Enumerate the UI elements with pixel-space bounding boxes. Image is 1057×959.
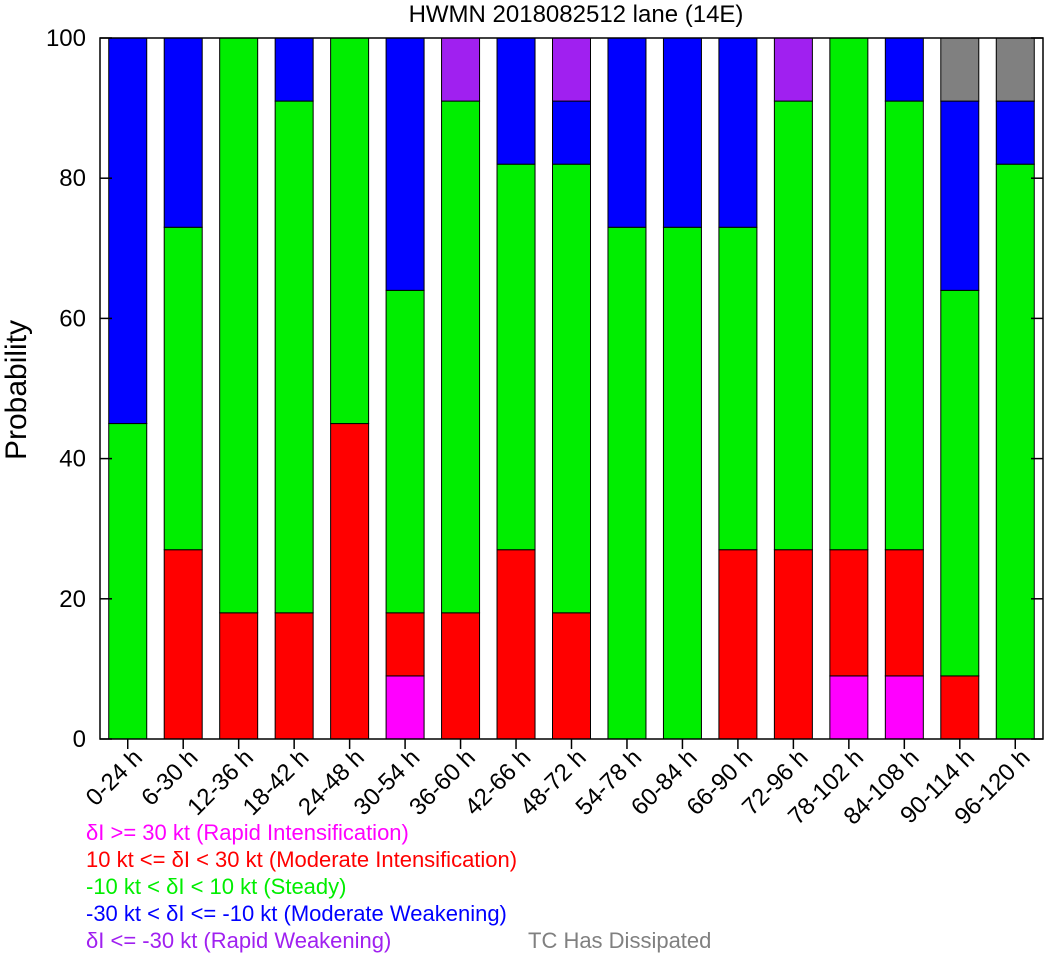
bar-segment-mw-14 [884,37,924,102]
bar-segment-mw-11 [718,37,758,228]
bar-segment-mi-14 [884,549,924,677]
bar-segment-mw-9 [607,37,647,228]
bar-segment-ri-14 [884,675,924,740]
bar-segment-mw-3 [274,37,314,102]
bar-segment-st-5 [385,289,425,614]
bar-segment-mw-7 [496,37,536,165]
bar-segment-st-1 [163,226,203,551]
bar-segment-mi-4 [330,423,370,740]
legend-ri-after: I >= 30 kt (Rapid Intensification) [98,820,409,845]
legend-st: -10 kt < δI < 10 kt (Steady) [86,874,346,900]
bar-segment-dis-15 [940,37,980,102]
bar-segment-rw-6 [441,37,481,102]
y-tick-label-80: 80 [59,165,86,192]
legend-mi-delta: δ [171,847,184,872]
x-tick-label-0: 0-24 h [81,744,148,811]
bar-segment-mi-12 [773,549,813,740]
legend-mw-before: -30 kt < [86,901,167,926]
bar-segment-st-0 [108,423,148,740]
bar-segment-st-14 [884,100,924,551]
legend-rw-after: I <= -30 kt (Rapid Weakening) [98,928,392,953]
bar-segment-mw-10 [662,37,702,228]
bar-segment-st-3 [274,100,314,614]
bar-segment-ri-13 [829,675,869,740]
y-axis-label: Probability [0,320,33,460]
bar-segment-st-15 [940,289,980,677]
legend-mi-before: 10 kt <= [86,847,172,872]
bar-segment-st-6 [441,100,481,614]
legend-ri-delta: δ [86,820,99,845]
y-tick-label-0: 0 [73,726,86,753]
bar-segment-mw-15 [940,100,980,291]
stacked-bar-chart: HWMN 2018082512 lane (14E) Probability 0… [0,1,1044,830]
bar-segment-mi-7 [496,549,536,740]
y-tick-label-40: 40 [59,446,86,473]
bar-segment-mi-15 [940,675,980,740]
legend-ri: δI >= 30 kt (Rapid Intensification) [86,820,409,846]
bar-segment-st-12 [773,100,813,551]
legend-st-delta: δ [166,874,179,899]
chart-title: HWMN 2018082512 lane (14E) [409,1,744,28]
y-ticks-group: 0 20 40 60 80 100 [46,25,1043,753]
y-tick-label-20: 20 [59,586,86,613]
legend-st-before: -10 kt < [86,874,167,899]
bar-segment-st-10 [662,226,702,740]
bar-segment-dis-16 [995,37,1035,102]
bar-segment-mw-1 [163,37,203,228]
bar-segment-mi-6 [441,612,481,740]
bar-segment-rw-12 [773,37,813,102]
bar-segment-st-2 [219,37,259,614]
bar-segment-st-11 [718,226,758,551]
bar-segment-mi-13 [829,549,869,677]
legend-mw: -30 kt < δI <= -10 kt (Moderate Weakenin… [86,901,507,927]
x-ticks-group: 0-24 h6-30 h12-36 h18-42 h24-48 h30-54 h… [81,739,1036,830]
bar-segment-st-8 [552,163,591,614]
bar-segment-ri-5 [385,675,425,740]
bar-segment-mi-2 [219,612,259,740]
bar-segment-mw-8 [552,100,591,165]
bar-segment-st-13 [829,37,869,551]
bar-segment-st-4 [330,37,370,425]
bar-segment-mi-1 [163,549,203,740]
bar-segment-st-9 [607,226,647,740]
legend-mi: 10 kt <= δI < 30 kt (Moderate Intensific… [86,847,517,873]
bar-segment-mi-3 [274,612,314,740]
bar-segment-st-7 [496,163,536,551]
legend-dissipated-text: TC Has Dissipated [528,928,712,953]
bar-segment-rw-8 [552,37,591,102]
legend-mi-after: I < 30 kt (Moderate Intensification) [183,847,518,872]
legend-dissipated: TC Has Dissipated [528,928,711,954]
bar-segment-mi-11 [718,549,758,740]
bar-segment-mw-16 [995,100,1035,165]
bar-segment-st-16 [995,163,1035,740]
legend-rw-delta: δ [86,928,99,953]
bar-segment-mw-0 [108,37,148,425]
legend-mw-delta: δ [166,901,179,926]
legend-mw-after: I <= -10 kt (Moderate Weakening) [178,901,507,926]
bar-segment-mi-5 [385,612,425,677]
y-tick-label-100: 100 [46,25,86,52]
y-tick-label-60: 60 [59,305,86,332]
bar-segment-mw-5 [385,37,425,291]
legend-rw: δI <= -30 kt (Rapid Weakening) [86,928,391,954]
legend-st-after: I < 10 kt (Steady) [178,874,347,899]
bar-segment-mi-8 [552,612,591,740]
bars-group [108,37,1035,740]
